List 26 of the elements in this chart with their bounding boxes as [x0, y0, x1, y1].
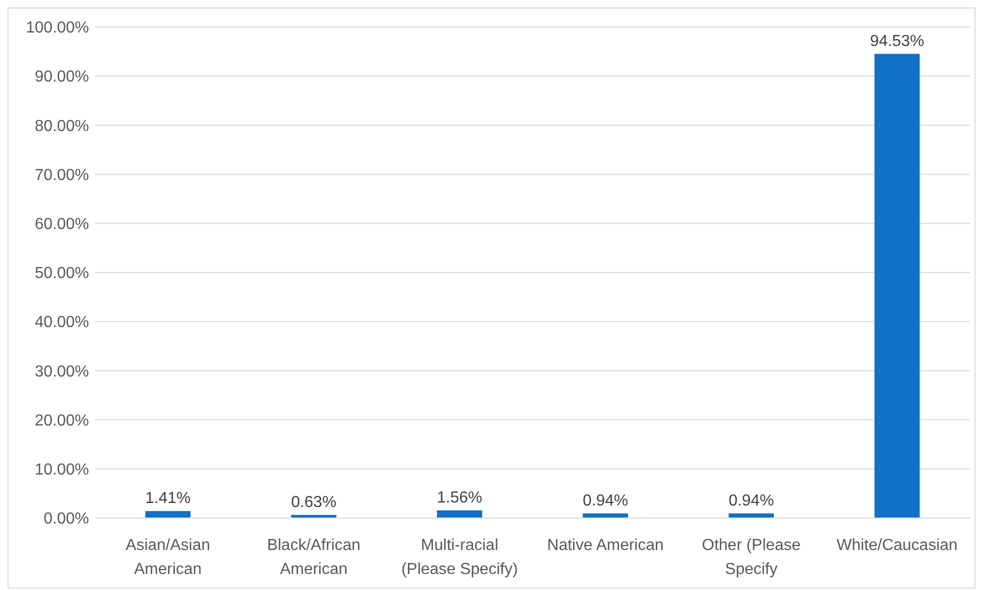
bar — [145, 511, 191, 518]
bar — [436, 510, 482, 518]
x-tick-label: Black/African American — [267, 537, 360, 578]
y-tick-label: 50.00% — [34, 265, 89, 282]
y-tick-label: 70.00% — [34, 166, 89, 184]
data-label: 0.94% — [582, 492, 628, 510]
x-tick-label: White/Caucasian — [836, 537, 958, 554]
data-label: 94.53% — [870, 32, 924, 50]
y-tick-label: 60.00% — [34, 216, 89, 233]
x-tick-label: Multi-racial (Please Specify) — [401, 537, 518, 578]
data-label: 0.94% — [728, 492, 774, 510]
x-tick-label: Asian/Asian American — [126, 537, 210, 578]
y-tick-label: 30.00% — [34, 363, 89, 380]
x-tick-label: Native American — [547, 537, 664, 554]
y-tick-label: 80.00% — [34, 118, 89, 135]
data-label: 1.41% — [145, 490, 191, 508]
y-tick-label: 0.00% — [44, 510, 89, 528]
y-tick-label: 90.00% — [34, 68, 89, 86]
y-tick-label: 20.00% — [34, 412, 89, 430]
x-tick-label: Other (Please Specify — [702, 537, 801, 578]
y-tick-label: 40.00% — [34, 314, 89, 332]
data-label: 1.56% — [436, 489, 482, 506]
bar — [874, 54, 920, 518]
y-tick-label: 10.00% — [34, 462, 89, 478]
data-label: 0.63% — [291, 494, 336, 511]
y-tick-label: 100.00% — [26, 20, 89, 37]
